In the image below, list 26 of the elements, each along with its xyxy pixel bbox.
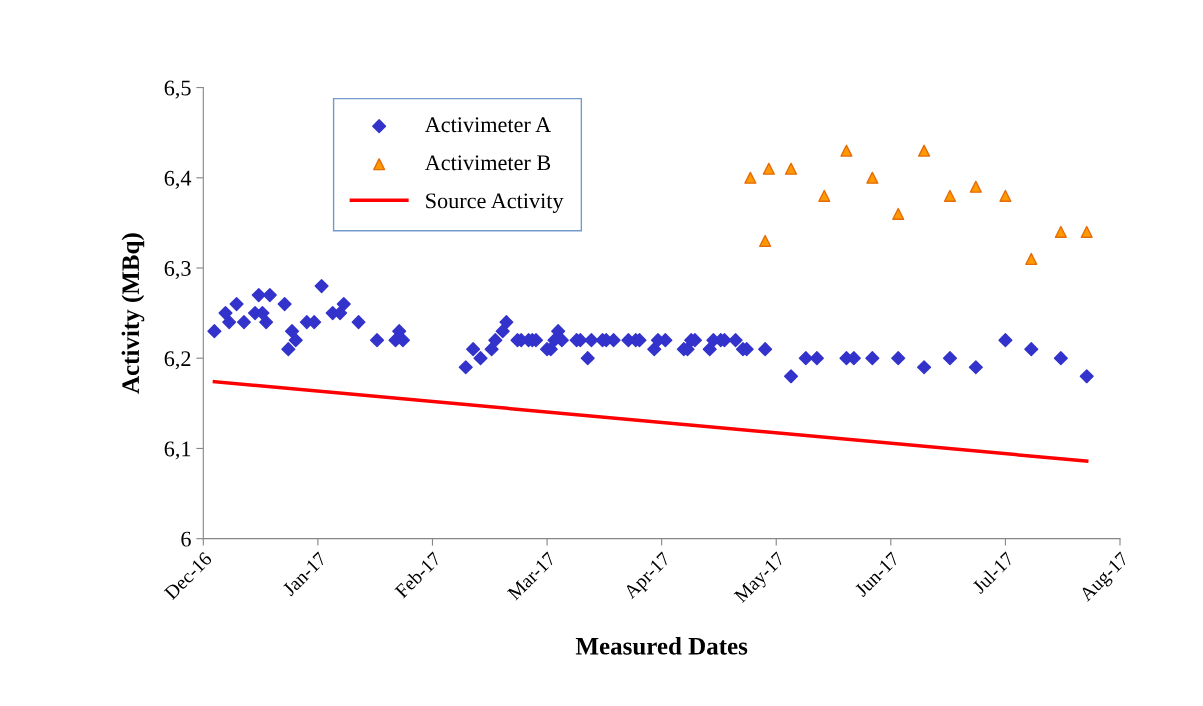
legend-label: Source Activity: [426, 193, 564, 213]
x-axis-title: Measured Dates: [575, 637, 748, 655]
point: [1054, 225, 1067, 238]
legend-label: Activimeter A: [424, 117, 552, 133]
y-tick-label: 6,5: [164, 80, 191, 99]
legend-label: Activimeter B: [424, 155, 551, 171]
point: [943, 189, 957, 202]
point: [1080, 225, 1093, 238]
y-axis-title: Activity (MBq): [121, 233, 145, 394]
point: [918, 144, 931, 157]
point: [866, 171, 879, 184]
point: [744, 171, 757, 184]
y-tick-label: 6,3: [164, 260, 191, 280]
y-tick-label: 6,1: [164, 441, 191, 460]
y-tick-label: 6: [181, 531, 191, 547]
point: [1025, 252, 1038, 266]
y-tick-label: 6,2: [164, 351, 191, 370]
point: [840, 144, 853, 157]
point: [969, 180, 982, 193]
point: [892, 207, 905, 220]
point: [784, 162, 798, 175]
point: [999, 189, 1012, 202]
point: [762, 162, 775, 175]
point: [818, 189, 831, 202]
point: [759, 234, 772, 248]
y-tick-label: 6,4: [164, 170, 192, 189]
